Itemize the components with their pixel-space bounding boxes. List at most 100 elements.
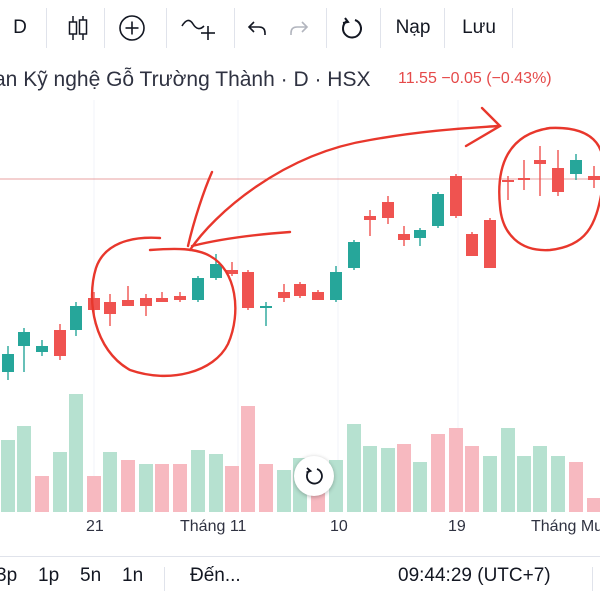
chart-type-button[interactable]: [60, 10, 96, 46]
toolbar-divider: [46, 8, 47, 48]
candle: [156, 292, 168, 302]
candle: [18, 328, 30, 372]
candle-body: [88, 298, 100, 310]
candle: [330, 266, 342, 302]
volume-bars: [1, 394, 600, 512]
candle: [502, 176, 514, 200]
symbol-title[interactable]: an Kỹ nghệ Gỗ Trường Thành · D · HSX: [0, 68, 371, 91]
candle: [348, 240, 360, 270]
refresh-button[interactable]: [336, 10, 368, 46]
candle: [210, 254, 222, 280]
volume-bar: [103, 452, 117, 512]
last-price: 11.55: [398, 70, 437, 87]
time-axis-label: 21: [86, 518, 104, 535]
toolbar-divider: [512, 8, 513, 48]
candle: [364, 210, 376, 236]
time-axis[interactable]: 21 Tháng 11 10 19 Tháng Mư: [0, 512, 600, 544]
candle: [534, 146, 546, 196]
candle: [278, 284, 290, 302]
volume-bar: [347, 424, 361, 512]
candle: [122, 286, 134, 306]
save-button[interactable]: Lưu: [454, 10, 504, 46]
annotation-drawing: [90, 106, 600, 378]
symbol-quote: 11.55 −0.05 (−0.43%): [398, 70, 552, 88]
range-1n-button[interactable]: 1n: [122, 565, 144, 586]
timezone-clock[interactable]: 09:44:29 (UTC+7): [398, 565, 551, 586]
undo-icon: [247, 21, 266, 35]
volume-bar: [517, 456, 531, 512]
goto-date-button[interactable]: Đến...: [190, 565, 241, 586]
candle-body: [398, 234, 410, 240]
candle-body: [348, 242, 360, 268]
volume-bar: [241, 406, 255, 512]
candle: [192, 276, 204, 302]
candle: [36, 340, 48, 356]
time-axis-label: 19: [448, 518, 466, 535]
indicators-button[interactable]: [176, 10, 220, 46]
range-5n-button[interactable]: 5n: [80, 565, 102, 586]
range-3p-button[interactable]: 3p: [0, 565, 18, 586]
volume-bar: [397, 444, 411, 512]
candles-icon: [68, 16, 88, 40]
load-button[interactable]: Nạp: [388, 10, 438, 46]
candle-body: [312, 292, 324, 300]
candle: [226, 262, 238, 276]
compare-button[interactable]: [114, 10, 150, 46]
candle-body: [278, 292, 290, 298]
candle-body: [2, 354, 14, 372]
volume-bar: [191, 450, 205, 512]
reset-chart-button[interactable]: [294, 456, 334, 496]
candle-body: [294, 284, 306, 296]
volume-bar: [483, 456, 497, 512]
annotation-arrow-curve-2: [186, 170, 292, 248]
candle-body: [484, 220, 496, 268]
candle-body: [466, 234, 478, 256]
candle: [518, 160, 530, 190]
candle-body: [140, 298, 152, 306]
volume-bar: [277, 470, 291, 512]
volume-bar: [87, 476, 101, 512]
volume-bar: [139, 464, 153, 512]
toolbar-divider: [104, 8, 105, 48]
volume-bar: [17, 426, 31, 512]
candle-body: [432, 194, 444, 226]
add-icon: [119, 15, 145, 41]
reset-icon: [306, 467, 323, 485]
toolbar-divider: [234, 8, 235, 48]
bottom-divider: [592, 567, 593, 591]
candle: [588, 166, 600, 188]
candle: [466, 232, 478, 256]
candle: [312, 290, 324, 300]
interval-button[interactable]: D: [6, 10, 34, 46]
candle-body: [70, 306, 82, 330]
volume-bar: [363, 446, 377, 512]
price-change-percent: (−0.43%): [486, 70, 552, 87]
price-chart[interactable]: [0, 100, 600, 512]
volume-bar: [587, 498, 600, 512]
redo-button[interactable]: [284, 10, 314, 46]
candle: [432, 192, 444, 228]
time-axis-label: Tháng Mư: [531, 518, 600, 535]
volume-bar: [431, 434, 445, 512]
volume-bar: [53, 452, 67, 512]
candle: [484, 218, 496, 268]
toolbar-divider: [380, 8, 381, 48]
candle: [294, 282, 306, 298]
candle: [552, 150, 564, 196]
candle: [70, 302, 82, 336]
candle-body: [242, 272, 254, 308]
range-1p-button[interactable]: 1p: [38, 565, 60, 586]
bottom-divider: [164, 567, 165, 591]
volume-bar: [551, 456, 565, 512]
time-axis-label: Tháng 11: [180, 518, 247, 535]
volume-bar: [465, 446, 479, 512]
annotation-circle-left: [90, 236, 237, 378]
candle: [104, 294, 116, 326]
candle-body: [54, 330, 66, 356]
volume-bar: [69, 394, 83, 512]
undo-button[interactable]: [242, 10, 272, 46]
volume-bar: [381, 448, 395, 512]
candle: [398, 226, 410, 246]
refresh-icon: [342, 17, 362, 39]
save-label: Lưu: [462, 17, 496, 38]
